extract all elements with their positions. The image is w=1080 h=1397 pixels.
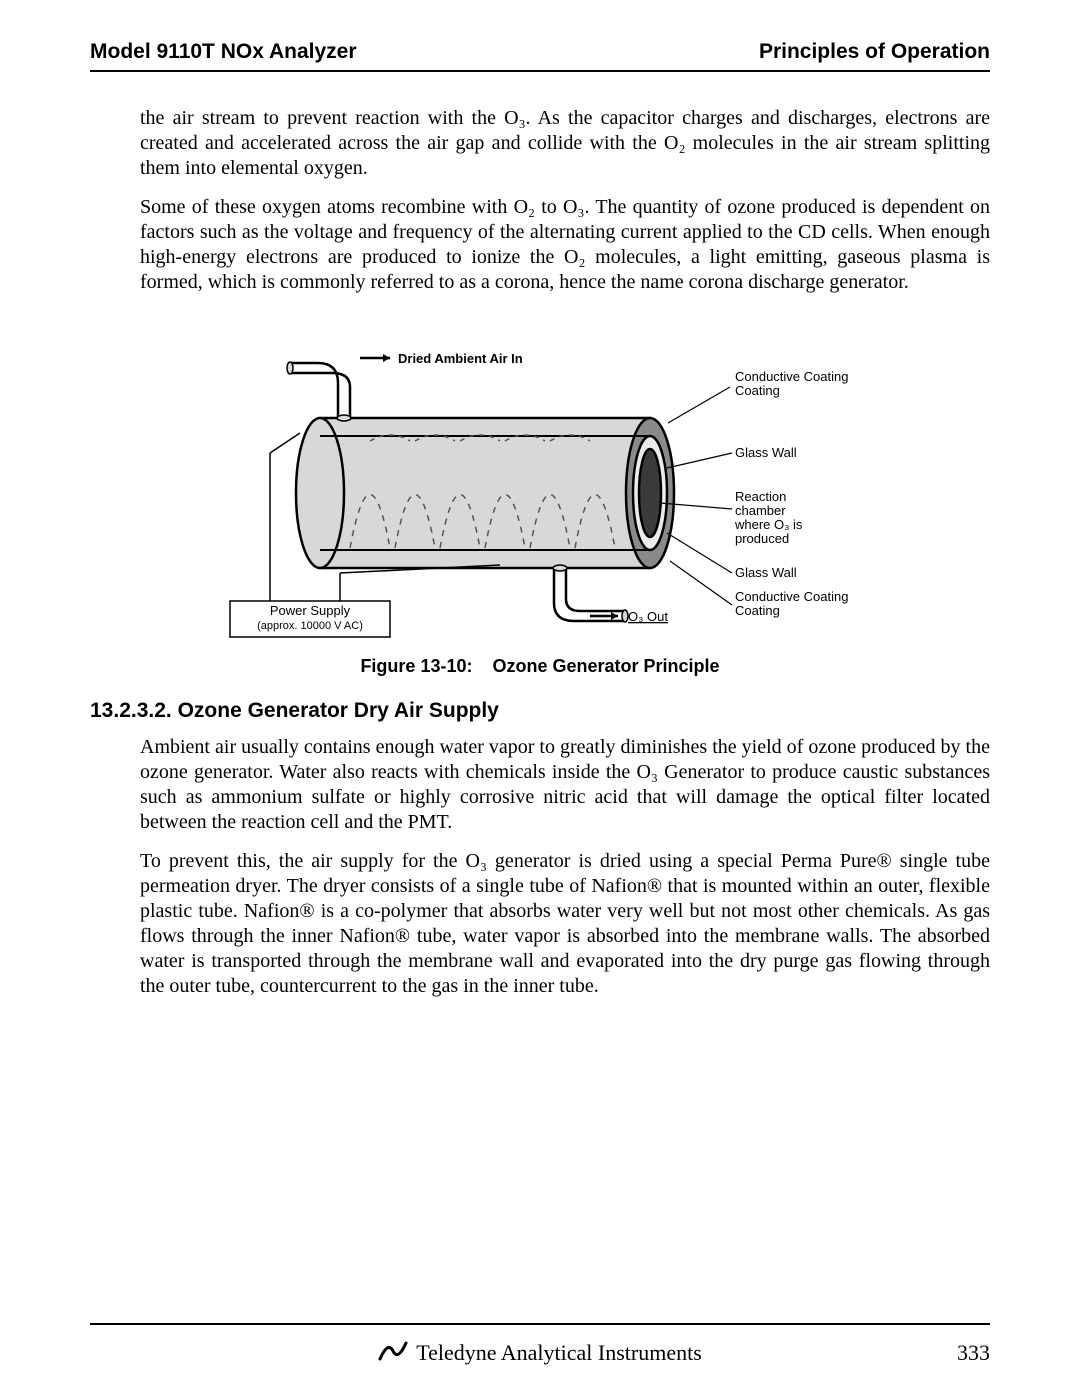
footer-company: Teledyne Analytical Instruments <box>416 1340 702 1366</box>
footer-rule <box>90 1323 990 1325</box>
label-conductive-coating-top: Conductive Coating <box>735 369 848 384</box>
paragraph-4: To prevent this, the air supply for the … <box>140 849 990 999</box>
label-conductive-coating-bottom: Conductive Coating <box>735 589 848 604</box>
svg-text:produced: produced <box>735 531 789 546</box>
label-reaction-chamber: Reaction <box>735 489 786 504</box>
page-footer: Teledyne Analytical Instruments 333 <box>90 1339 990 1367</box>
paragraph-2: Some of these oxygen atoms recombine wit… <box>140 195 990 295</box>
page-header: Model 9110T NOx Analyzer Principles of O… <box>90 40 990 72</box>
label-air-in: Dried Ambient Air In <box>398 351 523 366</box>
label-o3-out: O₃ Out <box>628 609 668 624</box>
svg-text:Coating: Coating <box>735 603 780 618</box>
section-number: 13.2.3.2. <box>90 699 172 722</box>
svg-text:where O₃ is: where O₃ is <box>734 517 803 532</box>
figure-caption-prefix: Figure 13-10: <box>360 656 472 676</box>
section-heading: 13.2.3.2. Ozone Generator Dry Air Supply <box>90 699 990 723</box>
paragraph-3: Ambient air usually contains enough wate… <box>140 735 990 835</box>
figure-13-10: Dried Ambient Air In Conductive Coating … <box>90 323 990 677</box>
page-number: 333 <box>957 1340 990 1366</box>
body-column: the air stream to prevent reaction with … <box>140 106 990 295</box>
svg-text:chamber: chamber <box>735 503 786 518</box>
header-right: Principles of Operation <box>759 40 990 64</box>
section-title: Ozone Generator Dry Air Supply <box>178 699 499 722</box>
label-glass-wall-top: Glass Wall <box>735 445 797 460</box>
body-column-2: Ambient air usually contains enough wate… <box>140 735 990 999</box>
paragraph-1: the air stream to prevent reaction with … <box>140 106 990 181</box>
svg-text:Coating: Coating <box>735 383 780 398</box>
teledyne-logo-icon <box>378 1339 408 1367</box>
header-left: Model 9110T NOx Analyzer <box>90 40 357 64</box>
figure-caption-title: Ozone Generator Principle <box>493 656 720 676</box>
label-glass-wall-bottom: Glass Wall <box>735 565 797 580</box>
label-power-supply-sub: (approx. 10000 V AC) <box>257 620 363 632</box>
ozone-generator-diagram: Dried Ambient Air In Conductive Coating … <box>220 323 860 643</box>
figure-caption: Figure 13-10: Ozone Generator Principle <box>90 656 990 677</box>
label-power-supply: Power Supply <box>270 603 351 618</box>
